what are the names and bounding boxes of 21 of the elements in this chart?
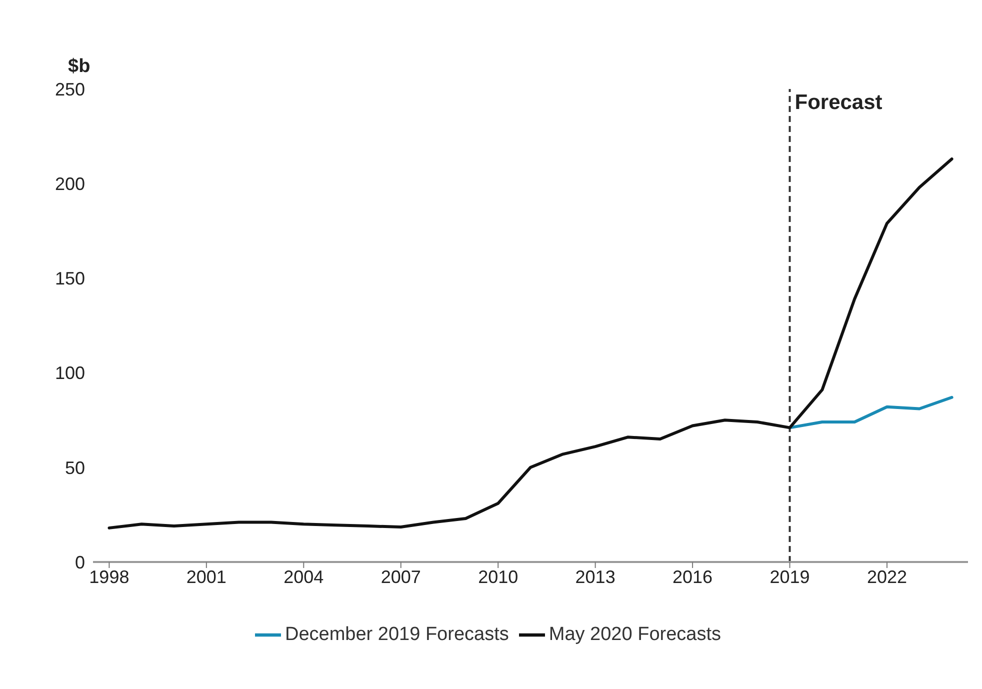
y-tick-label: 200 [54,174,85,194]
x-tick-label: 2022 [866,566,908,587]
x-tick-label: 2007 [380,566,421,587]
y-tick-label: 0 [74,552,85,572]
y-tick-label: 250 [54,79,85,100]
x-tick-label: 2013 [575,566,616,587]
x-tick-label: 2001 [186,566,226,587]
x-tick-label: 2019 [770,566,810,587]
legend-label: May 2020 Forecasts [548,624,722,646]
x-tick-label: 2004 [284,566,324,587]
legend-label: December 2019 Forecasts [284,624,509,646]
ref-line-label: Forecast [794,90,882,114]
line-series [108,158,954,530]
x-tick-label: 1998 [89,566,130,587]
y-axis-title: $b [68,56,90,78]
x-tick-label: 2010 [478,566,518,587]
y-tick-label: 150 [54,268,85,289]
y-tick-label: 100 [54,363,85,384]
line-series [788,396,954,430]
y-tick-label: 50 [64,458,85,478]
x-tick-label: 2016 [672,566,713,587]
